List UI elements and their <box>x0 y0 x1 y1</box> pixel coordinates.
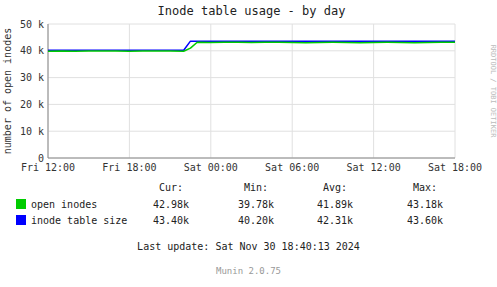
legend-swatch <box>16 199 26 209</box>
x-tick-label: Sat 12:00 <box>347 162 401 173</box>
y-axis-label: number of open inodes <box>2 28 13 154</box>
y-tick-label: 10 k <box>20 126 44 137</box>
y-tick-label: 20 k <box>20 99 44 110</box>
grid-line-y <box>48 131 455 132</box>
chart: Inode table usage - by day010 k20 k30 k4… <box>0 0 497 287</box>
legend-stat: 43.18k <box>407 199 443 210</box>
legend-header: Cur: <box>159 182 183 193</box>
x-tick-label: Sat 06:00 <box>265 162 319 173</box>
x-tick-label: Sat 00:00 <box>184 162 238 173</box>
legend-stat: 43.40k <box>153 215 189 226</box>
x-tick-label: Fri 18:00 <box>102 162 156 173</box>
x-tick-label: Fri 12:00 <box>21 162 75 173</box>
grid-line-x <box>292 24 293 158</box>
watermark: RRDTOOL / TOBI OETIKER <box>489 45 497 139</box>
grid-line-y <box>48 77 455 78</box>
legend-header: Min: <box>244 182 268 193</box>
grid-line-y <box>48 158 455 159</box>
grid-line-x <box>129 24 130 158</box>
legend-stat: 40.20k <box>238 215 274 226</box>
legend-header: Avg: <box>323 182 347 193</box>
legend-stat: 42.98k <box>153 199 189 210</box>
grid-line-x <box>48 24 49 158</box>
y-tick-label: 40 k <box>20 45 44 56</box>
legend-label: open inodes <box>31 199 97 210</box>
grid-line-x <box>455 24 456 158</box>
credit: Munin 2.0.75 <box>216 266 281 276</box>
legend-stat: 41.89k <box>317 199 353 210</box>
legend-swatch <box>16 215 26 225</box>
x-tick-label: Sat 18:00 <box>428 162 482 173</box>
series-line <box>48 42 455 51</box>
plot-area <box>48 41 455 51</box>
legend-stat: 42.31k <box>317 215 353 226</box>
legend-stat: 43.60k <box>407 215 443 226</box>
legend-header: Max: <box>413 182 437 193</box>
grid-line-y <box>48 104 455 105</box>
grid-line-x <box>210 24 211 158</box>
y-tick-label: 50 k <box>20 19 44 30</box>
grid <box>48 24 455 158</box>
grid-line-x <box>373 24 374 158</box>
footer: Last update: Sat Nov 30 18:40:13 2024 <box>137 241 360 252</box>
title: Inode table usage - by day <box>158 4 346 18</box>
legend-stat: 39.78k <box>238 199 274 210</box>
x-axis <box>48 158 455 159</box>
y-axis <box>48 24 49 158</box>
legend-label: inode table size <box>31 215 127 226</box>
y-tick-label: 30 k <box>20 72 44 83</box>
grid-line-y <box>48 24 455 25</box>
